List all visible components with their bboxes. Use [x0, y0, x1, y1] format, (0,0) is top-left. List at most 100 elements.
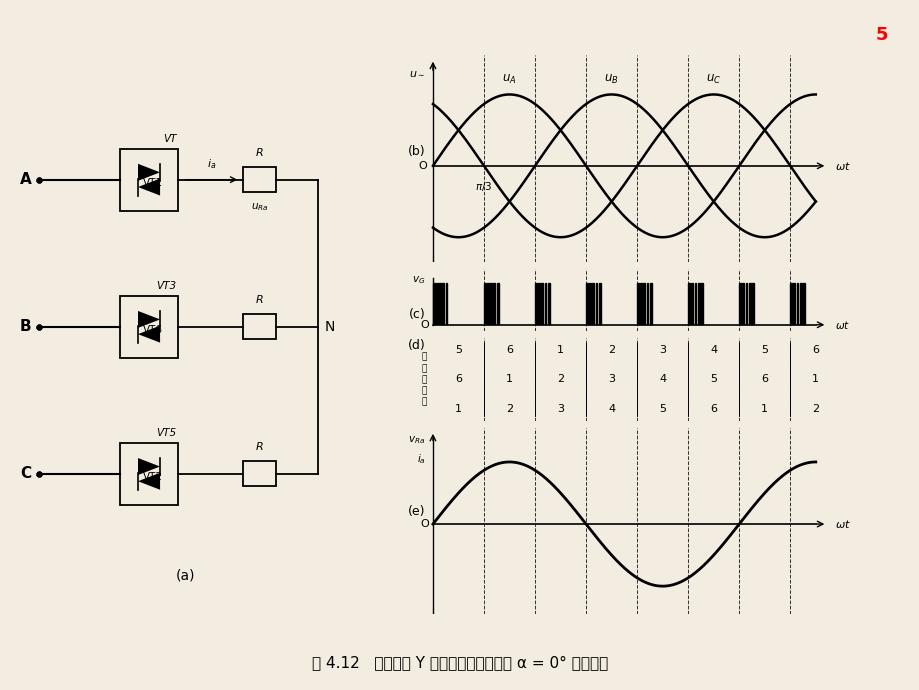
- Text: 4: 4: [658, 375, 665, 384]
- Bar: [595, 283, 596, 324]
- Text: $u_{Ra}$: $u_{Ra}$: [250, 201, 268, 213]
- Text: 6: 6: [455, 375, 461, 384]
- Bar: [642, 283, 644, 324]
- Text: 导
通
的
晶
管: 导 通 的 晶 管: [422, 353, 427, 406]
- Text: 3: 3: [607, 375, 615, 384]
- Text: 6: 6: [811, 345, 819, 355]
- Bar: [493, 283, 494, 324]
- Bar: [538, 283, 539, 324]
- Bar: [744, 283, 746, 324]
- Bar: [697, 283, 698, 324]
- Text: 2: 2: [556, 375, 563, 384]
- Bar: [792, 283, 794, 324]
- Text: O: O: [420, 319, 428, 330]
- Polygon shape: [138, 458, 160, 475]
- Text: $u_A$: $u_A$: [502, 72, 516, 86]
- Bar: [540, 283, 542, 324]
- Bar: [751, 283, 753, 324]
- Text: $\omega t$: $\omega t$: [834, 518, 850, 530]
- Text: 3: 3: [556, 404, 563, 414]
- Bar: [119, 148, 178, 211]
- Text: $v_G$: $v_G$: [412, 274, 425, 286]
- Bar: [438, 283, 440, 324]
- Text: 1: 1: [811, 375, 819, 384]
- Text: VT2: VT2: [142, 472, 163, 482]
- Bar: [690, 283, 692, 324]
- Bar: [585, 283, 587, 324]
- Bar: [243, 167, 276, 192]
- Bar: [547, 283, 549, 324]
- Text: VT3: VT3: [156, 281, 176, 291]
- Text: 5: 5: [658, 404, 665, 414]
- Bar: [442, 283, 444, 324]
- Bar: [640, 283, 641, 324]
- Text: O: O: [420, 519, 428, 529]
- Bar: [445, 283, 447, 324]
- Bar: [742, 283, 743, 324]
- Bar: [796, 283, 798, 324]
- Bar: [646, 283, 648, 324]
- Bar: [748, 283, 750, 324]
- Bar: [637, 283, 639, 324]
- Text: (c): (c): [408, 308, 425, 321]
- Text: 图 4.12   三相全波 Y 形交流调压主电路和 α = 0° 时的波形: 图 4.12 三相全波 Y 形交流调压主电路和 α = 0° 时的波形: [312, 655, 607, 670]
- Text: $v_{Ra}$: $v_{Ra}$: [408, 434, 425, 446]
- Text: VT: VT: [163, 134, 176, 144]
- Text: A: A: [20, 172, 31, 187]
- Text: 1: 1: [505, 375, 513, 384]
- Bar: [119, 295, 178, 358]
- Text: 1: 1: [760, 404, 767, 414]
- Text: $\omega t$: $\omega t$: [834, 160, 850, 172]
- Text: (e): (e): [408, 505, 425, 518]
- Text: $i_a$: $i_a$: [416, 452, 425, 466]
- Text: $u_B$: $u_B$: [604, 72, 618, 86]
- Text: 5: 5: [709, 375, 717, 384]
- Bar: [119, 443, 178, 505]
- Bar: [598, 283, 600, 324]
- Bar: [649, 283, 651, 324]
- Text: O: O: [418, 161, 426, 171]
- Text: $\omega t$: $\omega t$: [834, 319, 849, 331]
- Text: (d): (d): [408, 339, 425, 352]
- Text: (b): (b): [407, 145, 425, 158]
- Bar: [483, 283, 485, 324]
- Text: 3: 3: [658, 345, 665, 355]
- Text: 5: 5: [455, 345, 461, 355]
- Polygon shape: [138, 164, 160, 181]
- Text: $u_C$: $u_C$: [705, 72, 720, 86]
- Text: 2: 2: [505, 404, 513, 414]
- Bar: [700, 283, 702, 324]
- Bar: [433, 283, 435, 324]
- Bar: [802, 283, 804, 324]
- Bar: [588, 283, 590, 324]
- Bar: [535, 283, 537, 324]
- Text: 6: 6: [505, 345, 513, 355]
- Text: 2: 2: [607, 345, 615, 355]
- Text: 6: 6: [709, 404, 717, 414]
- Text: 6: 6: [760, 375, 767, 384]
- Bar: [544, 283, 546, 324]
- Text: B: B: [20, 319, 31, 334]
- Bar: [799, 283, 800, 324]
- Text: $u_{\sim}$: $u_{\sim}$: [409, 68, 425, 78]
- Bar: [687, 283, 689, 324]
- Text: R: R: [255, 442, 263, 453]
- Text: $i_a$: $i_a$: [207, 157, 216, 171]
- Text: 2: 2: [811, 404, 819, 414]
- Text: VT1: VT1: [142, 177, 163, 188]
- Bar: [592, 283, 594, 324]
- Bar: [243, 462, 276, 486]
- Bar: [243, 315, 276, 339]
- Text: 4: 4: [709, 345, 717, 355]
- Text: $\pi/3$: $\pi/3$: [475, 180, 493, 193]
- Text: 1: 1: [455, 404, 461, 414]
- Bar: [738, 283, 741, 324]
- Text: 4: 4: [607, 404, 615, 414]
- Polygon shape: [138, 179, 160, 195]
- Polygon shape: [138, 311, 160, 328]
- Bar: [490, 283, 492, 324]
- Text: N: N: [324, 319, 335, 334]
- Bar: [694, 283, 696, 324]
- Text: C: C: [20, 466, 31, 482]
- Polygon shape: [138, 473, 160, 490]
